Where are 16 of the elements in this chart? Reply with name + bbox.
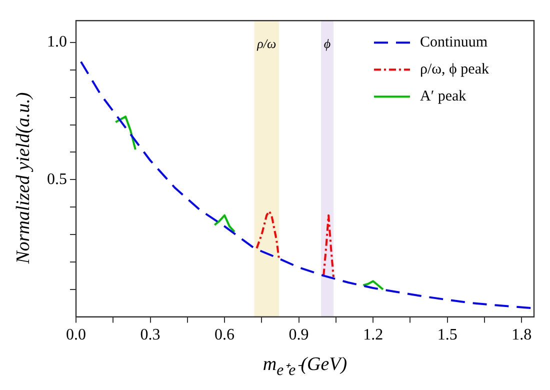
legend-label: ρ/ω, ϕ peak	[420, 62, 490, 78]
band-label: ϕ	[324, 36, 331, 52]
y-axis-title: Normalized yield(a.u.)	[13, 92, 35, 264]
y-tick-label: 0.5	[47, 170, 67, 188]
y-tick-label: 1.0	[47, 34, 67, 51]
x-axis-title: m$_{e⁺e⁻}$(GeV)	[262, 354, 348, 380]
x-tick-label: 1.2	[363, 326, 384, 344]
band-label: ρ/ω	[256, 36, 276, 52]
x-tick-label: 0.0	[66, 326, 86, 344]
x-tick-label: 1.8	[512, 326, 532, 344]
x-tick-label: 0.6	[214, 326, 235, 344]
x-tick-label: 0.3	[140, 326, 160, 344]
legend-label: A′ peak	[420, 88, 467, 105]
x-tick-label: 1.5	[437, 326, 458, 344]
legend-label: Continuum	[420, 34, 488, 51]
x-tick-label: 0.9	[288, 326, 309, 344]
